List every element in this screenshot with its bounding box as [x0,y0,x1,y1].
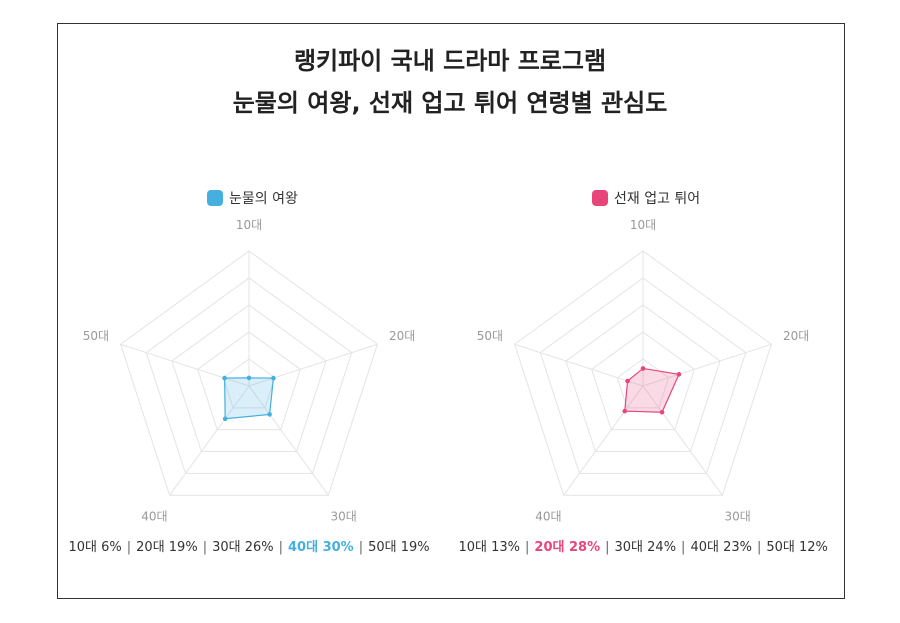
data-point-2-5 [625,378,630,384]
spoke-2-4 [563,385,644,496]
axis-label-2-4: 40대 [535,509,561,523]
title-line-1: 랭키파이 국내 드라마 프로그램 [293,47,607,75]
axis-label-1-2: 20대 [389,329,415,343]
data-point-1-4 [222,416,228,422]
grid-ring-2-5 [514,250,772,496]
spoke-2-3 [642,385,723,496]
axis-label-2-5: 50대 [477,329,503,343]
summary-item: 50대 19% [368,540,430,555]
data-point-2-2 [676,372,682,377]
summary-separator: | [126,540,132,555]
title-line-2: 눈물의 여왕, 선재 업고 튀어 연령별 관심도 [232,89,668,117]
grid-ring-2-3 [565,304,721,453]
summary-separator: | [525,540,530,555]
data-point-1-3 [267,412,272,417]
spoke-1-4 [169,385,250,496]
axis-label-1-5: 50대 [83,329,109,343]
summary-item: 30대 26% [212,540,274,555]
axis-label-2-1: 10대 [630,218,656,232]
axis-label-1-3: 30대 [330,509,356,523]
data-point-1-1 [246,375,252,381]
legend-series-1: 눈물의 여왕 [207,188,298,208]
legend-label-1: 눈물의 여왕 [229,191,298,207]
summary-item: 10대 6% [68,540,122,555]
summary-separator: | [756,540,762,555]
data-point-2-1 [640,366,646,371]
summary-item: 10대 13% [458,540,521,555]
legend-swatch-2 [592,190,608,206]
grid-ring-1-3 [171,304,327,453]
spoke-1-3 [248,385,329,496]
grid-ring-2-1 [616,358,670,409]
grid-ring-1-5 [120,250,378,496]
spoke-2-2 [642,343,772,387]
data-point-1-5 [222,375,227,381]
legend-series-2: 선재 업고 튀어 [592,188,700,208]
legend-label-2: 선재 업고 튀어 [614,191,701,207]
summary-separator: | [605,540,610,555]
summary-separator: | [358,540,364,555]
summary-item: 20대 28% [534,540,601,555]
summary-separator: | [681,540,686,555]
summary-separator: | [278,540,283,555]
axis-label-1-1: 10대 [236,218,262,232]
data-point-1-2 [271,375,276,381]
chart-title: 랭키파이 국내 드라마 프로그램 눈물의 여왕, 선재 업고 튀어 연령별 관심… [0,40,900,124]
axis-label-2-2: 20대 [783,329,809,343]
chart-frame [57,23,845,599]
grid-ring-1-1 [222,358,276,409]
series-area-1 [223,377,275,420]
grid-ring-1-4 [145,277,353,474]
grid-ring-2-2 [591,331,695,431]
summary-separator: | [202,540,208,555]
summary-item: 40대 23% [690,540,752,555]
data-point-2-4 [622,408,628,414]
series-area-2 [624,367,680,413]
summary-item: 50대 12% [766,540,828,555]
summary-item: 40대 30% [288,540,354,555]
axis-label-1-4: 40대 [141,509,167,523]
summary-line-2: 10대 13% | 20대 28% | 30대 24% | 40대 23% | 50대 12% [459,536,828,555]
grid-ring-1-2 [197,331,301,431]
grid-ring-2-4 [539,277,747,474]
summary-item: 30대 24% [614,540,677,555]
legend-swatch-1 [207,190,223,206]
summary-item: 20대 19% [136,540,198,555]
axis-label-2-3: 30대 [724,509,750,523]
summary-line-1: 10대 6% | 20대 19% | 30대 26% | 40대 30% | 50대 19% [69,536,430,555]
spoke-2-5 [514,343,644,387]
spoke-1-5 [120,343,250,387]
spoke-1-2 [248,343,378,387]
data-point-2-3 [659,409,665,415]
